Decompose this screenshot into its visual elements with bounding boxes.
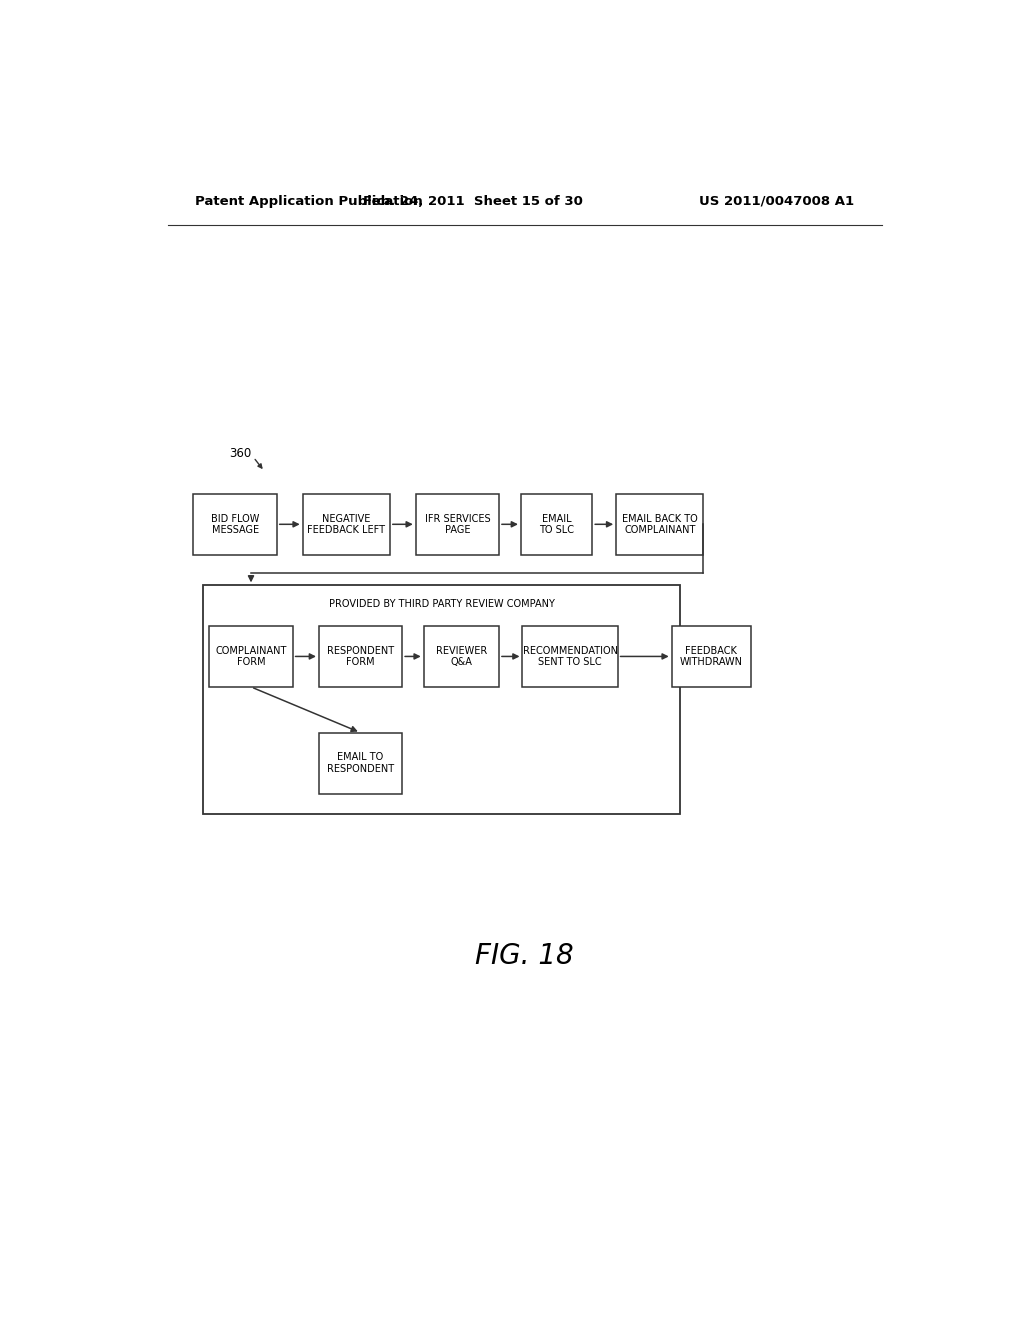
Text: IFR SERVICES
PAGE: IFR SERVICES PAGE: [425, 513, 490, 535]
Text: Feb. 24, 2011  Sheet 15 of 30: Feb. 24, 2011 Sheet 15 of 30: [364, 194, 583, 207]
Bar: [416, 494, 499, 554]
Bar: [194, 494, 276, 554]
Text: Patent Application Publication: Patent Application Publication: [196, 194, 423, 207]
Text: US 2011/0047008 A1: US 2011/0047008 A1: [699, 194, 854, 207]
Bar: [616, 494, 703, 554]
Bar: [672, 626, 751, 686]
Bar: [209, 626, 293, 686]
Text: BID FLOW
MESSAGE: BID FLOW MESSAGE: [211, 513, 259, 535]
Bar: [303, 494, 390, 554]
Text: EMAIL TO
RESPONDENT: EMAIL TO RESPONDENT: [327, 752, 394, 774]
Text: RESPONDENT
FORM: RESPONDENT FORM: [327, 645, 394, 667]
Text: FIG. 18: FIG. 18: [475, 942, 574, 970]
Bar: [521, 494, 592, 554]
Bar: [522, 626, 617, 686]
Bar: [204, 585, 680, 814]
Text: FEEDBACK
WITHDRAWN: FEEDBACK WITHDRAWN: [680, 645, 742, 667]
Text: REVIEWER
Q&A: REVIEWER Q&A: [435, 645, 487, 667]
Bar: [318, 733, 402, 793]
Text: NEGATIVE
FEEDBACK LEFT: NEGATIVE FEEDBACK LEFT: [307, 513, 385, 535]
Text: RECOMMENDATION
SENT TO SLC: RECOMMENDATION SENT TO SLC: [522, 645, 617, 667]
Bar: [424, 626, 499, 686]
Text: EMAIL
TO SLC: EMAIL TO SLC: [539, 513, 574, 535]
Text: 360: 360: [229, 446, 252, 459]
Bar: [318, 626, 402, 686]
Text: PROVIDED BY THIRD PARTY REVIEW COMPANY: PROVIDED BY THIRD PARTY REVIEW COMPANY: [329, 598, 554, 609]
Text: COMPLAINANT
FORM: COMPLAINANT FORM: [215, 645, 287, 667]
Text: EMAIL BACK TO
COMPLAINANT: EMAIL BACK TO COMPLAINANT: [622, 513, 697, 535]
